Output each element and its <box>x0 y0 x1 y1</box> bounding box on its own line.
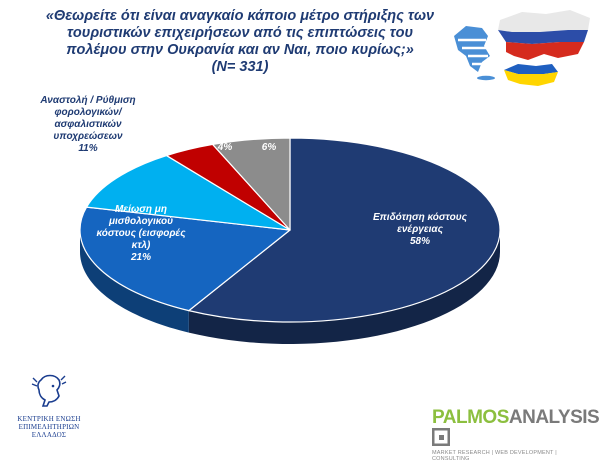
slice-category-label: κόστους (εισφορές <box>96 228 186 239</box>
palmos-analysis-logo: PALMOSANALYSIS MARKET RESEARCH | WEB DEV… <box>431 407 600 462</box>
slice-category-label: ασφαλιστικών <box>54 119 122 130</box>
brand-square-icon <box>431 427 451 447</box>
chart-title: «Θεωρείτε ότι είναι αναγκαίο κάποιο μέτρ… <box>30 8 450 76</box>
brand-part2: ANALYSIS <box>508 407 600 428</box>
title-line: τουριστικών επιχειρήσεων από τις επιπτώσ… <box>66 25 414 41</box>
pie-slice <box>79 206 291 312</box>
pie-chart: Επιδότηση κόστους ενέργειας 58% Μείωση μη μι… <box>39 95 501 344</box>
slice-value-label: 6% <box>262 142 277 153</box>
slice-category-label: ενέργειας <box>397 224 444 235</box>
title-line: «Θεωρείτε ότι είναι αναγκαίο κάποιο μέτρ… <box>45 8 435 24</box>
slice-label: Μείωση μη μισθολογικού κόστους (εισφορές κτ… <box>96 204 186 263</box>
pie-slice <box>188 137 501 323</box>
flags-map-graphic <box>454 10 590 86</box>
hermes-head-icon <box>31 374 67 407</box>
pie-slice-side <box>80 230 189 333</box>
slice-category-label: Επιδότηση κόστους <box>373 212 468 223</box>
slice-value-label: 4% <box>217 142 233 153</box>
ukraine-flag-map-icon <box>504 64 558 86</box>
slice-value-label: 58% <box>410 236 430 247</box>
russia-flag-map-icon <box>498 10 590 60</box>
brand-name: PALMOSANALYSIS <box>431 407 600 449</box>
pie-slice <box>212 137 291 231</box>
slice-label: Όχι 4% <box>217 130 234 153</box>
org-name-line: ΕΛΛΑΔΟΣ <box>31 431 67 439</box>
slice-category-label: Μείωση μη <box>115 204 167 215</box>
org-name-line: ΕΠΙΜΕΛΗΤΗΡΙΩΝ <box>18 423 80 431</box>
slice-value-label: 11% <box>78 143 97 154</box>
pie-slice-side <box>188 230 500 344</box>
slice-category-label: Αναστολή / Ρύθμιση <box>39 95 135 106</box>
slice-category-label: κτλ) <box>132 240 151 251</box>
slice-category-label: φορολογικών/ <box>55 107 123 118</box>
slice-value-label: 21% <box>130 252 151 263</box>
brand-tagline: MARKET RESEARCH | WEB DEVELOPMENT | CONS… <box>432 450 557 462</box>
title-line: πολέμου στην Ουκρανία και αν Ναι, ποιο κ… <box>66 42 414 58</box>
slice-category-label: μισθολογικού <box>108 216 173 227</box>
slice-category-label: υποχρεώσεων <box>53 131 123 142</box>
slice-category-label: Όχι <box>217 130 234 141</box>
brand-part1: PALMOS <box>432 407 509 428</box>
sample-size: (Ν= 331) <box>211 59 269 75</box>
slice-label: ΔΞ/ΔΑ 6% <box>253 130 284 153</box>
greece-flag-map-icon <box>454 26 495 81</box>
slice-label: Αναστολή / Ρύθμιση φορολογικών/ασφαλιστικ… <box>39 95 135 154</box>
keeee-logo: ΚΕΝΤΡΙΚΗ ΕΝΩΣΗ ΕΠΙΜΕΛΗΤΗΡΙΩΝ ΕΛΛΑΔΟΣ <box>6 372 92 439</box>
slice-category-label: ΔΞ/ΔΑ <box>253 130 284 141</box>
pie-slice <box>86 154 291 231</box>
org-name-line: ΚΕΝΤΡΙΚΗ ΕΝΩΣΗ <box>17 415 81 423</box>
slice-label: Επιδότηση κόστους ενέργειας 58% <box>373 212 468 247</box>
